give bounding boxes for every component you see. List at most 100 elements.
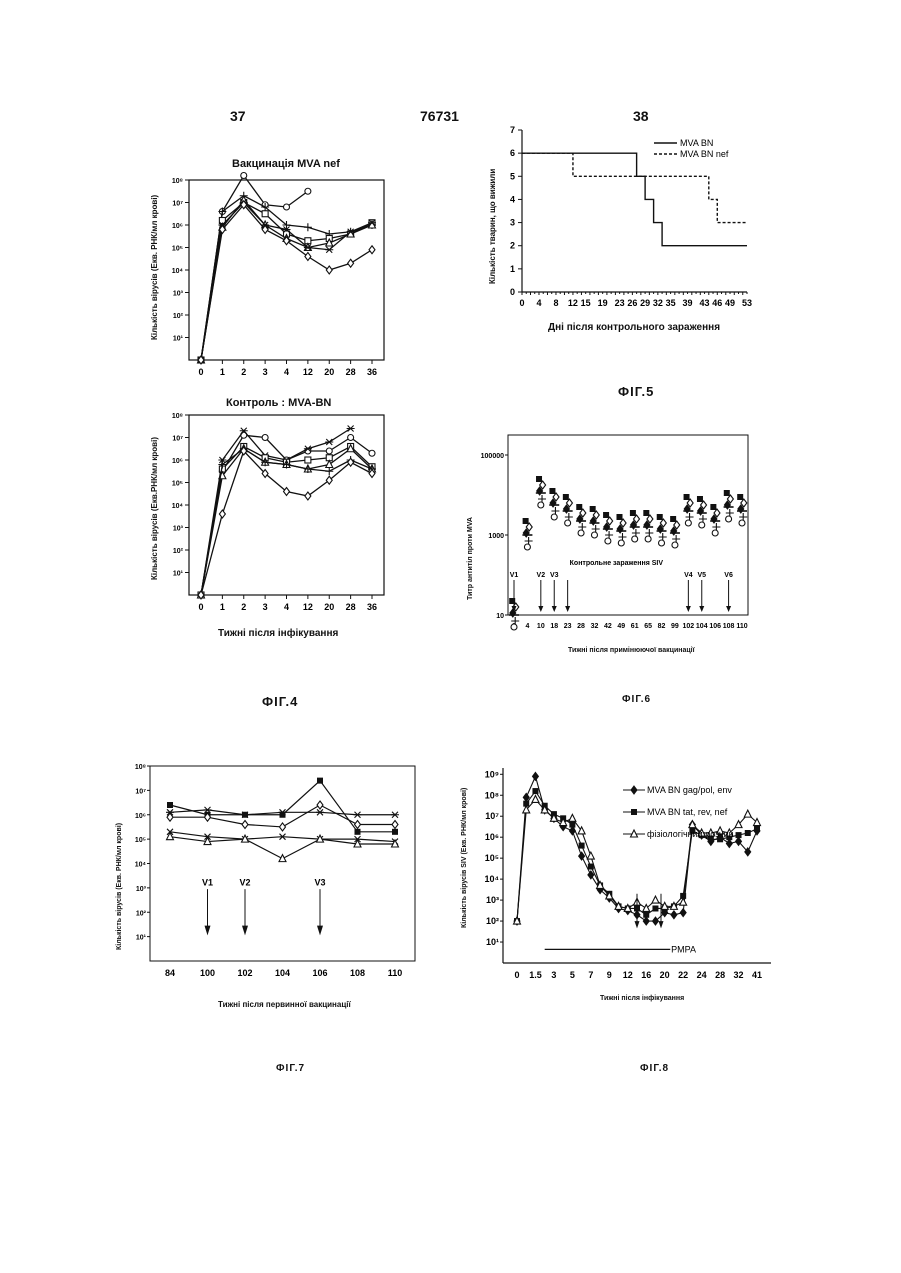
fig7-point — [317, 778, 323, 784]
fig6-point — [670, 516, 676, 522]
fig4-top-ytick-label: 10² — [173, 313, 184, 320]
fig7-ytick-label: 10⁷ — [135, 788, 146, 795]
fig7-point — [392, 821, 398, 829]
fig8-point — [754, 826, 760, 832]
fig6-point — [563, 494, 569, 500]
fig4-bottom-point — [326, 461, 333, 468]
fig8-ytick-label: 10¹ — [486, 937, 499, 947]
fig8-pmpa-label: PMPA — [671, 944, 696, 954]
fig6-frame — [508, 435, 748, 615]
fig5-xtick-label: 15 — [581, 298, 591, 308]
fig4-bottom-ytick-label: 10² — [173, 548, 184, 555]
fig6-point — [684, 494, 690, 500]
fig6-point — [551, 514, 557, 520]
fig7-ytick-label: 10⁴ — [135, 862, 147, 869]
fig5-xtick-label: 43 — [700, 298, 710, 308]
fig7-arrow-label: V2 — [239, 877, 250, 887]
fig6-arrow-label: V3 — [550, 572, 559, 579]
fig6-point — [536, 476, 542, 482]
fig4-top-chart: 10⁸10⁷10⁶10⁵10⁴10³10²10¹0123412202836 — [165, 170, 395, 385]
fig5-xtick-label: 26 — [627, 298, 637, 308]
fig6-point — [699, 522, 705, 528]
fig4-xlabel: Тижні після інфікування — [218, 628, 338, 639]
fig5-ytick-label: 0 — [510, 287, 515, 297]
fig6-point — [710, 504, 716, 510]
fig7-arrowhead — [205, 926, 211, 936]
fig8-ytick-label: 10⁸ — [485, 790, 499, 800]
fig7-ytick-label: 10⁸ — [135, 764, 146, 771]
fig6-point — [630, 510, 636, 516]
fig6-xtick-label: 10 — [537, 623, 545, 630]
fig4-bottom-frame — [189, 415, 384, 595]
fig8-point — [652, 917, 658, 925]
fig8-point — [652, 896, 659, 903]
fig6-point — [591, 532, 597, 538]
fig4-bottom-point — [347, 426, 355, 432]
fig8-arrowhead — [635, 921, 640, 928]
fig7-point — [316, 809, 324, 815]
fig4-bottom-xtick-label: 0 — [198, 602, 203, 612]
fig5-xtick-label: 4 — [536, 298, 541, 308]
fig4-bottom-chart: 10⁸10⁷10⁶10⁵10⁴10³10²10¹0123412202836 — [165, 405, 395, 620]
fig4-bottom-ytick-label: 10¹ — [173, 571, 184, 578]
fig8-point — [579, 852, 585, 860]
fig6-xtick-label: 23 — [564, 623, 572, 630]
fig6-point — [549, 488, 555, 494]
fig6-point — [724, 490, 730, 496]
fig8-point — [532, 795, 539, 802]
fig4-bottom-series-line — [201, 449, 372, 595]
fig6-point — [603, 512, 609, 518]
fig8-xtick-label: 16 — [641, 970, 651, 980]
fig6-point — [643, 510, 649, 516]
fig4-bottom-ytick-label: 10³ — [173, 526, 184, 533]
fig5-xtick-label: 29 — [640, 298, 650, 308]
fig8-point — [671, 911, 677, 919]
fig4-top-point — [304, 223, 312, 231]
fig7-xtick-label: 100 — [200, 968, 215, 978]
fig4-top-xtick-label: 12 — [303, 367, 313, 377]
fig6-xtick-label: 4 — [525, 623, 529, 630]
fig7-xlabel: Тижні після первинної вакцинації — [218, 1000, 351, 1009]
fig8-xtick-label: 0 — [514, 970, 519, 980]
fig5-xtick-label: 8 — [553, 298, 558, 308]
fig5-xtick-label: 35 — [666, 298, 676, 308]
fig6-arrowhead — [686, 606, 691, 612]
fig6-xtick-label: 32 — [591, 623, 599, 630]
fig5-xtick-label: 53 — [742, 298, 752, 308]
fig4-bottom-ytick-label: 10⁴ — [172, 503, 184, 510]
fig7-point — [280, 823, 286, 831]
fig5-xtick-label: 23 — [615, 298, 625, 308]
fig8-ylabel: Кількість вірусів SIV (Екв. РНК/мл крові… — [461, 788, 468, 928]
fig6-point — [618, 540, 624, 546]
fig4-bottom-ytick-label: 10⁷ — [172, 436, 183, 443]
fig4-top-ytick-label: 10⁷ — [172, 201, 183, 208]
fig4-top-ytick-label: 10¹ — [173, 336, 184, 343]
fig6-arrowhead — [552, 606, 557, 612]
fig6-ytick-label: 1000 — [488, 533, 504, 540]
fig8-ytick-label: 10⁵ — [485, 853, 499, 863]
fig8-legend-label: MVA BN tat, rev, nef — [647, 807, 728, 817]
fig4-top-xtick-label: 2 — [241, 367, 246, 377]
fig7-point — [167, 802, 173, 808]
fig6-chart: 1000001000100410182328324249616582991021… — [478, 430, 758, 640]
fig4-top-ytick-label: 10⁶ — [172, 223, 183, 230]
fig6-xlabel: Тижні після примінюючої вакцинації — [568, 647, 695, 654]
fig6-xtick-label: 102 — [683, 623, 695, 630]
fig6-arrowhead — [538, 606, 543, 612]
fig8-xtick-label: 24 — [697, 970, 707, 980]
fig8-point — [726, 839, 732, 847]
fig8-point — [569, 814, 576, 821]
fig4-top-point — [241, 173, 247, 179]
fig5-series-mva-bn-nef — [522, 153, 747, 222]
fig8-point — [643, 917, 649, 925]
fig5-ytick-label: 7 — [510, 125, 515, 135]
fig6-xtick-label: 61 — [631, 623, 639, 630]
fig4-bottom-xtick-label: 1 — [220, 602, 225, 612]
fig7-xtick-label: 106 — [312, 968, 327, 978]
fig4-top-xtick-label: 0 — [198, 367, 203, 377]
fig7-point — [355, 829, 361, 835]
fig7-point — [354, 812, 362, 818]
fig7-ytick-label: 10² — [136, 910, 147, 917]
fig4-bottom-point — [219, 510, 225, 518]
fig4-top-ytick-label: 10⁸ — [172, 178, 183, 185]
